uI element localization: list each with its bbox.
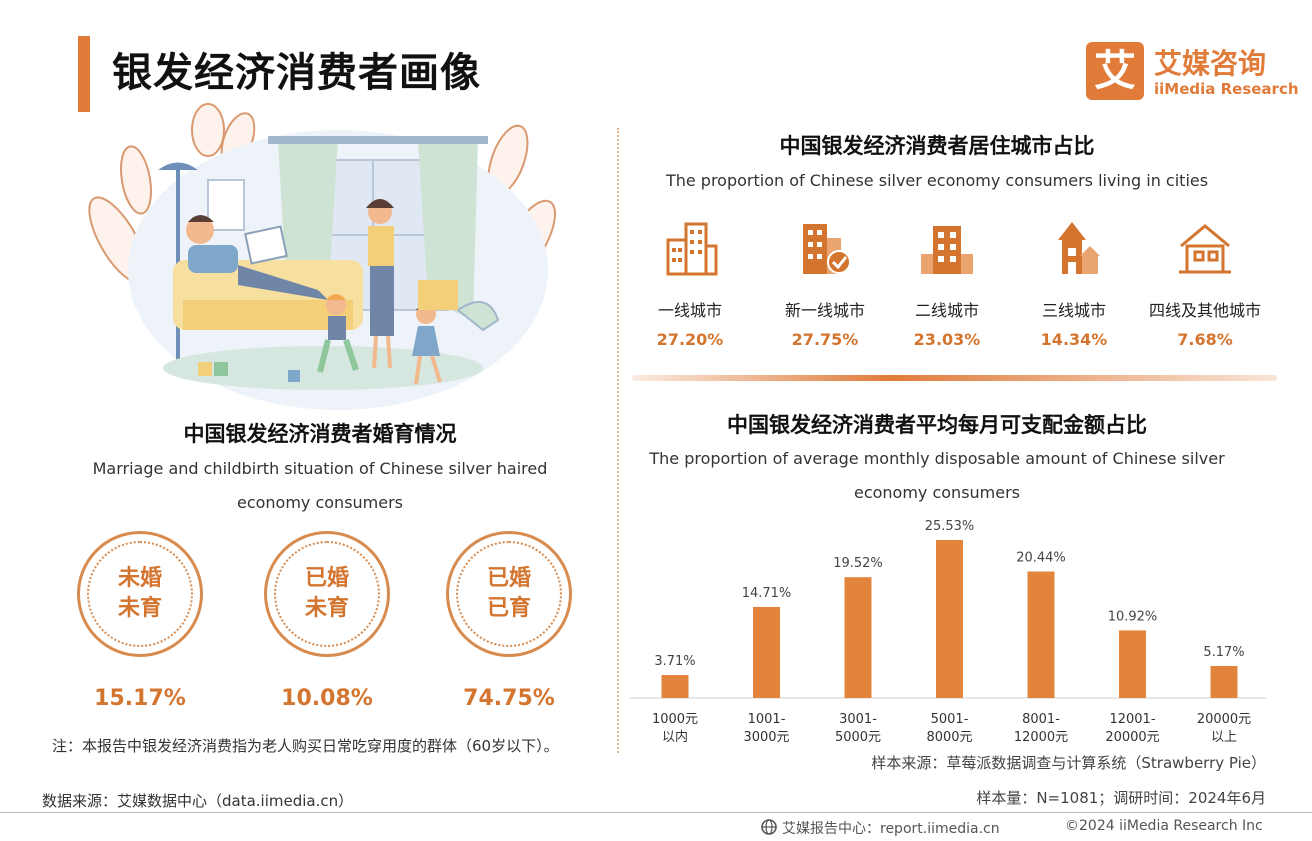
circle-label-line2: 已育 <box>486 596 531 621</box>
marriage-circle-married-no-child: 已婚 未育 <box>264 531 390 657</box>
city-percent-new-tier1: 27.75% <box>791 330 859 349</box>
category-label-1-1: 3000元 <box>743 730 789 745</box>
category-label-0-1: 以内 <box>662 729 688 745</box>
city-percent-tier1: 27.20% <box>656 330 724 349</box>
bar-2 <box>844 577 872 698</box>
logo-name-en: iiMedia Research <box>1154 80 1299 98</box>
title-accent-bar <box>78 36 90 112</box>
category-label-5-0: 12001- <box>1109 712 1155 727</box>
category-label-0-0: 1000元 <box>652 712 698 727</box>
logo-name-cn: 艾媒咨询 <box>1154 47 1267 80</box>
category-label-3-0: 5001- <box>931 712 969 727</box>
marriage-section-title: 中国银发经济消费者婚育情况 <box>183 422 457 446</box>
city-name-tier4-other: 四线及其他城市 <box>1148 301 1261 320</box>
bar-1 <box>753 606 780 698</box>
report-note: 注：本报告中银发经济消费指为老人购买日常吃穿用度的群体（60岁以下）。 <box>52 737 559 755</box>
bar-value-label-5: 10.92% <box>1108 609 1158 624</box>
globe-icon <box>761 819 777 835</box>
circle-label-line2: 未育 <box>304 596 349 621</box>
footer-divider <box>0 812 1312 813</box>
bar-value-label-0: 3.71% <box>654 654 695 669</box>
spending-section-subtitle-2: economy consumers <box>853 483 1021 502</box>
marriage-circle-unmarried-no-child: 未婚 未育 <box>77 531 203 657</box>
marriage-percent-married-with-child: 74.75% <box>463 686 555 711</box>
category-label-5-1: 20000元 <box>1105 730 1159 745</box>
bar-value-label-6: 5.17% <box>1203 645 1244 660</box>
circle-label-line1: 未婚 <box>117 566 162 591</box>
circle-label-line1: 已婚 <box>304 566 349 591</box>
bar-value-label-1: 14.71% <box>742 586 792 601</box>
city-name-tier1: 一线城市 <box>657 301 722 320</box>
marriage-section-subtitle-2: economy consumers <box>236 493 404 512</box>
circle-label-line2: 未育 <box>117 596 162 621</box>
vertical-divider <box>617 128 619 753</box>
house-icon <box>1179 224 1231 274</box>
footer-report-center: 艾媒报告中心：report.iimedia.cn <box>782 821 1000 837</box>
horizontal-divider <box>632 375 1277 381</box>
bar-value-label-2: 19.52% <box>833 556 883 571</box>
city-percent-tier4-other: 7.68% <box>1177 330 1233 349</box>
category-label-6-0: 20000元 <box>1197 712 1251 727</box>
city-name-tier3: 三线城市 <box>1041 301 1106 320</box>
spending-section-title: 中国银发经济消费者平均每月可支配金额占比 <box>727 413 1147 437</box>
city-percent-tier2: 23.03% <box>913 330 981 349</box>
cities-section-title: 中国银发经济消费者居住城市占比 <box>779 134 1095 158</box>
bar-5 <box>1119 630 1146 698</box>
cities-section-subtitle: The proportion of Chinese silver economy… <box>665 171 1209 190</box>
city-name-tier2: 二线城市 <box>914 301 979 320</box>
marriage-circle-married-with-child: 已婚 已育 <box>446 531 572 657</box>
marriage-section-subtitle-1: Marriage and childbirth situation of Chi… <box>92 459 548 478</box>
bar-3 <box>936 540 963 698</box>
building-icon <box>921 226 973 274</box>
category-label-1-0: 1001- <box>748 712 786 727</box>
skyscraper-icon <box>666 222 718 276</box>
spending-section-subtitle-1: The proportion of average monthly dispos… <box>649 449 1225 468</box>
bar-0 <box>661 675 689 698</box>
category-label-2-0: 3001- <box>839 712 877 727</box>
bar-value-label-4: 20.44% <box>1016 551 1066 566</box>
bar-value-label-3: 25.53% <box>925 519 975 534</box>
logo-mark-icon: 艾 <box>1086 42 1144 100</box>
footer-copyright: ©2024 iiMedia Research Inc <box>1065 818 1263 834</box>
category-label-2-1: 5000元 <box>835 730 881 745</box>
sample-size: 样本量：N=1081；调研时间：2024年6月 <box>976 789 1266 807</box>
bar-4 <box>1027 571 1055 698</box>
sample-source: 样本来源：草莓派数据调查与计算系统（Strawberry Pie） <box>871 754 1266 772</box>
category-label-3-1: 8000元 <box>926 730 972 745</box>
city-name-new-tier1: 新一线城市 <box>784 301 865 320</box>
house-tower-icon <box>1058 222 1100 274</box>
iimedia-logo: 艾 艾媒咨询 iiMedia Research <box>1086 40 1299 102</box>
city-percent-tier3: 14.34% <box>1040 330 1108 349</box>
circle-label-line1: 已婚 <box>486 566 531 591</box>
category-label-4-1: 12000元 <box>1014 730 1068 745</box>
page-title: 银发经济消费者画像 <box>112 50 481 96</box>
marriage-percent-unmarried-no-child: 15.17% <box>94 686 186 711</box>
data-source: 数据来源：艾媒数据中心（data.iimedia.cn） <box>42 792 354 810</box>
family-living-room-illustration <box>88 103 556 410</box>
marriage-percent-married-no-child: 10.08% <box>281 686 373 711</box>
category-label-4-0: 8001- <box>1022 712 1060 727</box>
office-building-check-icon <box>803 224 851 274</box>
bar-6 <box>1210 666 1238 698</box>
category-label-6-1: 以上 <box>1211 730 1237 745</box>
